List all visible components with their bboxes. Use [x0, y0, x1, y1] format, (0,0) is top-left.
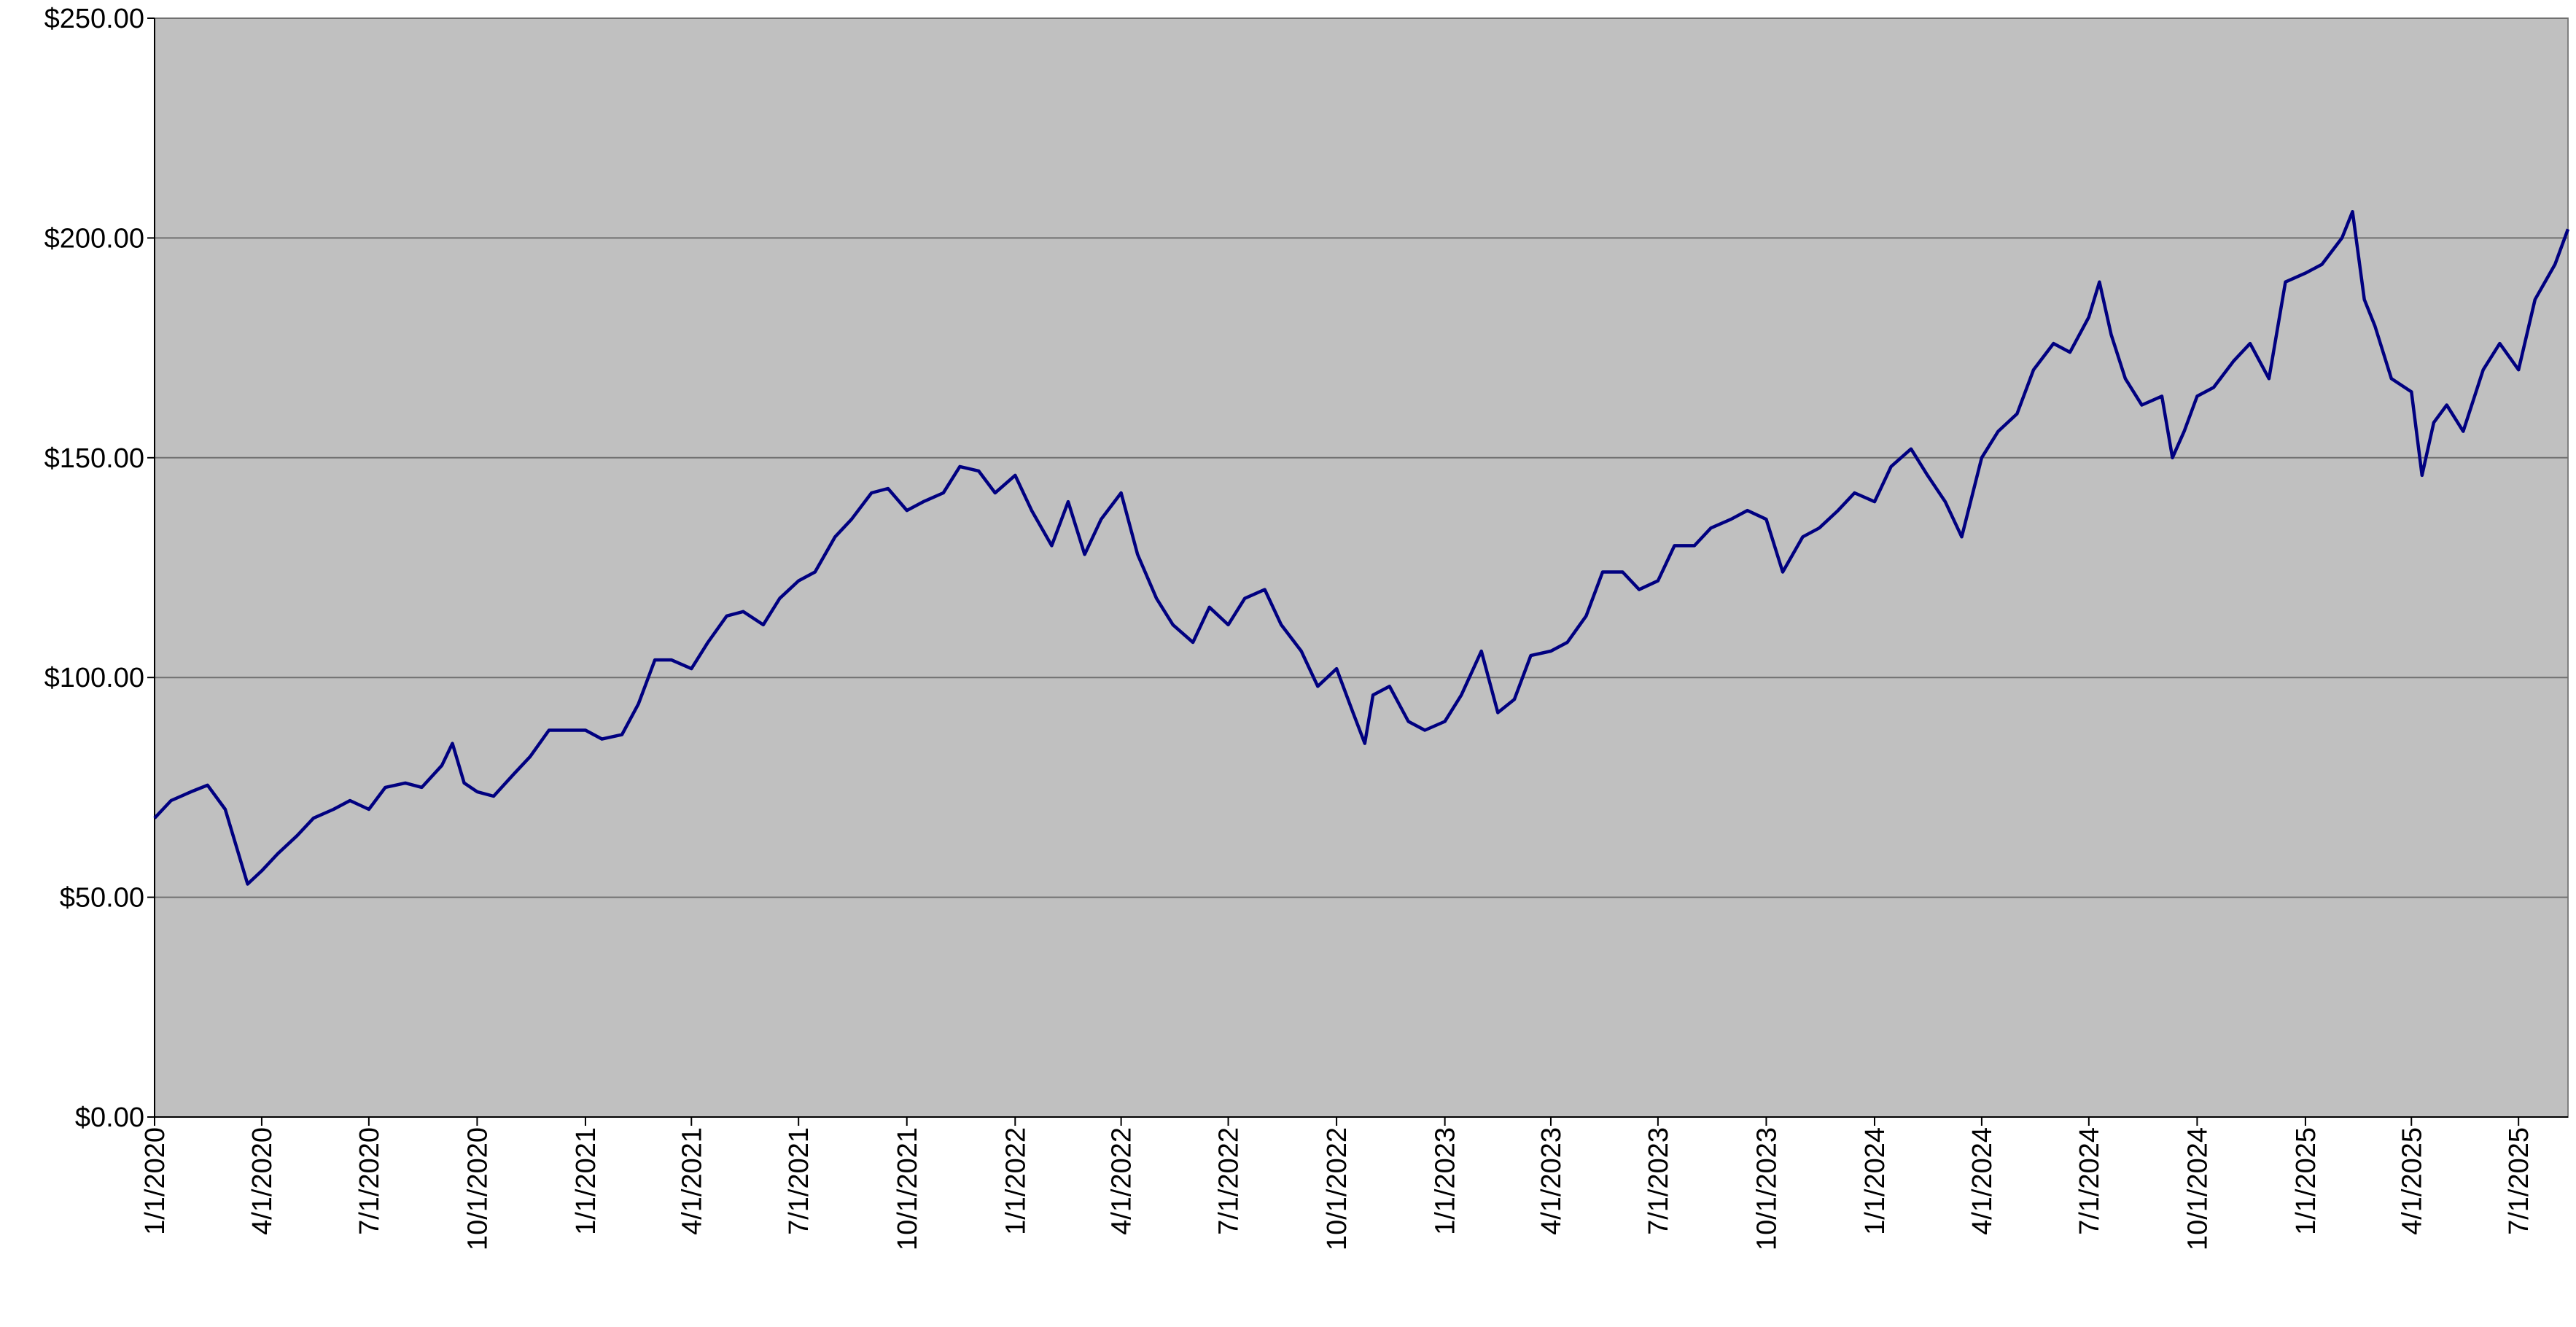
x-tick-label: 1/1/2025: [2291, 1127, 2322, 1235]
x-tick-label: 7/1/2023: [1643, 1127, 1674, 1235]
y-tick-label: $0.00: [75, 1102, 144, 1133]
x-tick-label: 10/1/2023: [1751, 1127, 1782, 1250]
x-tick-label: 10/1/2024: [2182, 1127, 2213, 1250]
y-tick-label: $150.00: [44, 443, 144, 474]
x-tick-label: 4/1/2025: [2397, 1127, 2427, 1235]
plot-area: [154, 17, 2569, 1118]
y-tick-label: $100.00: [44, 663, 144, 693]
x-tick-label: 1/1/2024: [1860, 1127, 1891, 1235]
x-tick-label: 4/1/2022: [1107, 1127, 1137, 1235]
x-tick-label: 1/1/2023: [1431, 1127, 1461, 1235]
x-tick-label: 1/1/2020: [140, 1127, 171, 1235]
x-tick-label: 4/1/2023: [1536, 1127, 1567, 1235]
x-tick-label: 1/1/2021: [571, 1127, 602, 1235]
x-tick-label: 10/1/2020: [462, 1127, 493, 1250]
x-tick-label: 7/1/2020: [354, 1127, 385, 1235]
x-tick-label: 7/1/2021: [784, 1127, 814, 1235]
y-tick-label: $200.00: [44, 223, 144, 254]
x-tick-label: 10/1/2021: [892, 1127, 923, 1250]
x-tick-label: 4/1/2021: [677, 1127, 707, 1235]
x-tick-label: 10/1/2022: [1322, 1127, 1353, 1250]
x-tick-label: 7/1/2025: [2504, 1127, 2534, 1235]
x-tick-label: 4/1/2024: [1967, 1127, 1998, 1235]
price-line: [153, 209, 2570, 886]
x-tick-label: 7/1/2024: [2074, 1127, 2105, 1235]
x-tick-label: 4/1/2020: [247, 1127, 278, 1235]
x-tick-label: 7/1/2022: [1214, 1127, 1245, 1235]
y-tick-label: $50.00: [60, 883, 144, 914]
x-tick-label: 1/1/2022: [1000, 1127, 1031, 1235]
y-tick-label: $250.00: [44, 4, 144, 34]
